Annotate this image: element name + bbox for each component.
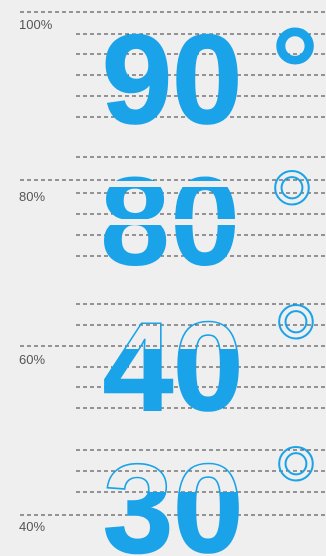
degree-symbol-30: ° [272, 423, 320, 556]
sample-80: 80 ° [100, 146, 317, 292]
degree-symbol-90: ° [271, 3, 319, 137]
sample-40-fill: 40 [103, 296, 243, 437]
sample-40: 40 40 ° [102, 280, 321, 438]
sample-40-outline: 40 [103, 296, 243, 437]
degree-symbol-40: ° [272, 281, 320, 415]
percent-label-40: 40% [19, 519, 45, 534]
percent-label-60: 60% [19, 352, 45, 367]
sample-30: 30 30 ° [102, 422, 321, 556]
degree-symbol-80: ° [268, 147, 316, 281]
percent-label-100: 100% [19, 17, 53, 32]
sample-80-fill: 80 [100, 151, 240, 292]
percent-label-80: 80% [19, 189, 45, 204]
sample-30-outline: 30 [103, 438, 243, 556]
level-guides [20, 11, 326, 516]
sample-90-fill: 90 [102, 9, 242, 150]
sample-90: 90 90 ° [101, 3, 319, 151]
sample-30-fill: 30 [103, 438, 243, 556]
sample-90-outline: 90 [102, 9, 242, 150]
